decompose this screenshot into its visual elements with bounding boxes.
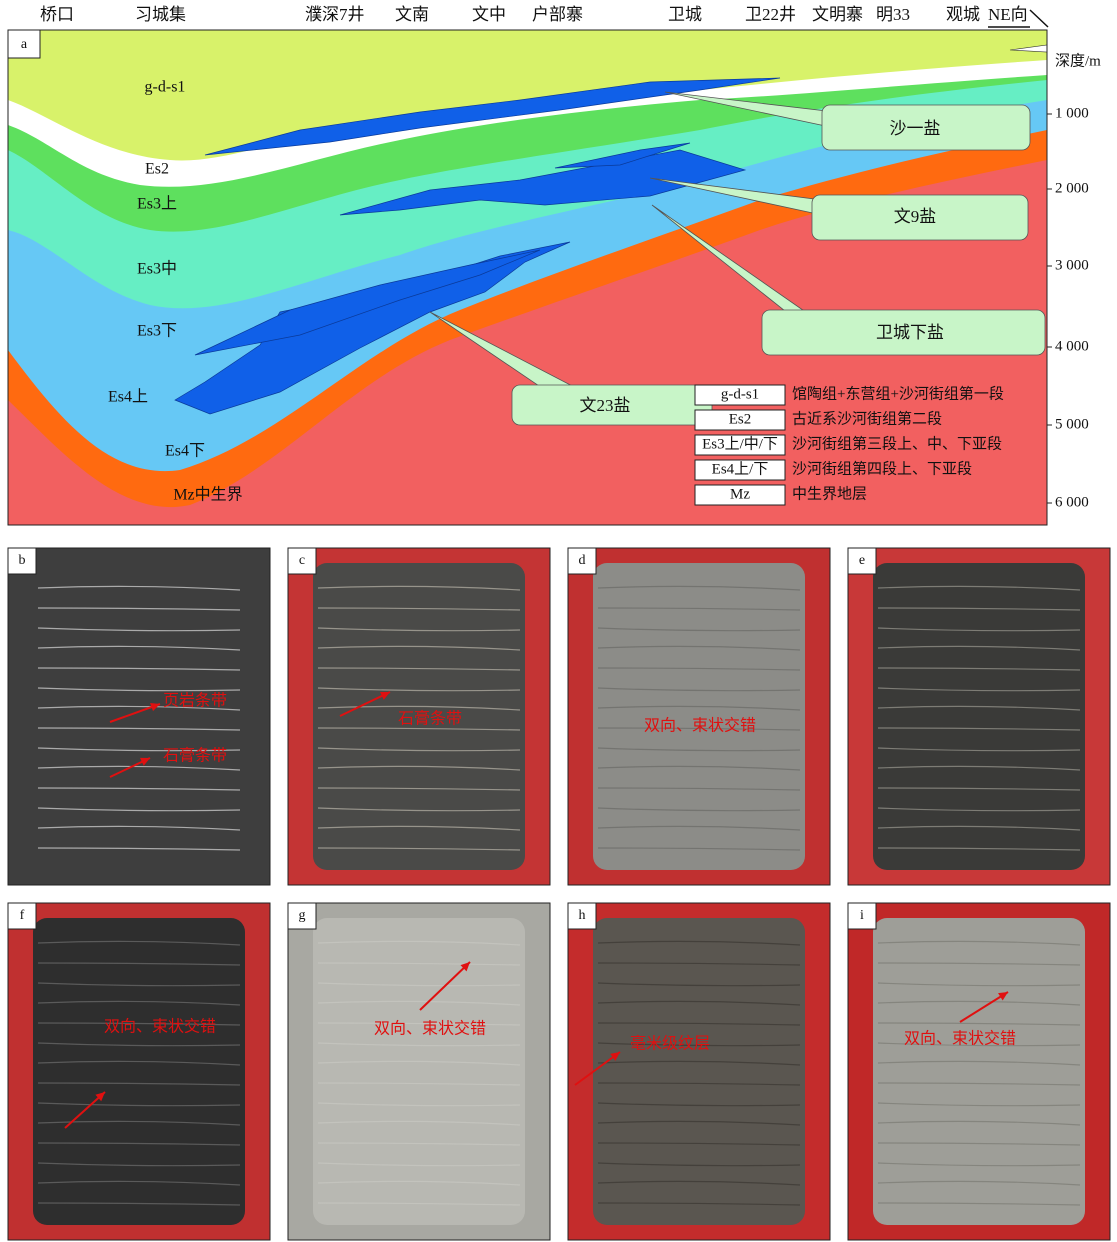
legend-code: Mz [730, 486, 750, 502]
legend-desc: 沙河街组第三段上、中、下亚段 [792, 434, 1002, 452]
legend-code: Es2 [729, 411, 752, 427]
axis-title: 深度/m [1055, 52, 1101, 69]
well-name: 文中 [472, 5, 506, 24]
well-name: 文南 [395, 5, 429, 24]
annotation: 双向、束状交错 [104, 1018, 216, 1036]
photo-label: h [579, 908, 586, 923]
tick-label: 3 000 [1055, 257, 1089, 273]
photo: f 双向、束状交错 [8, 903, 270, 1240]
photo-label: d [579, 553, 586, 568]
panel-label: a [21, 37, 28, 52]
photo-label: i [860, 908, 864, 923]
layer-label: Es3中 [137, 260, 177, 278]
direction: NE向 [988, 5, 1028, 24]
ticks: 1 000 2 000 3 000 4 000 5 000 6 000 [1047, 105, 1089, 510]
layer-label: Es2 [145, 161, 169, 178]
legend-desc: 古近系沙河街组第二段 [792, 409, 942, 427]
cross-section: a g-d-s1 Es2 Es3上 Es3中 Es3下 Es4上 Es4下 Mz… [8, 30, 1047, 525]
figure: 桥口 习城集 濮深7井 文南 文中 户部寨 卫城 卫22井 文明寨 明33 观城… [0, 0, 1117, 1242]
photo: g 双向、束状交错 [288, 903, 550, 1240]
legend-code: Es4上/下 [712, 460, 769, 477]
photos: b 页岩条带石膏条带 c 石膏条带 d 双向、束状交错 e f 双向、束状交错 g 双向、束状交错 h… [8, 548, 1110, 1240]
legend-desc: 馆陶组+东营组+沙河街组第一段 [792, 384, 1004, 402]
tick-label: 4 000 [1055, 338, 1089, 354]
callout-text: 沙一盐 [890, 119, 941, 138]
photo-label: e [859, 553, 865, 568]
legend-desc: 沙河街组第四段上、下亚段 [792, 459, 972, 477]
annotation: 石膏条带 [163, 746, 227, 765]
well-name: 习城集 [135, 5, 186, 24]
well-name: 濮深7井 [305, 5, 365, 24]
annotation: 双向、束状交错 [904, 1030, 1016, 1048]
layer-label: Mz中生界 [173, 486, 242, 504]
tick-label: 2 000 [1055, 180, 1089, 196]
well-name: 户部寨 [532, 5, 583, 24]
layer-label: Es4上 [108, 388, 148, 406]
photo: i 双向、束状交错 [848, 903, 1110, 1240]
layer-label: Es3下 [137, 323, 177, 340]
layer-label: Es3上 [137, 195, 177, 213]
tick-label: 6 000 [1055, 494, 1089, 510]
layer-label: g-d-s1 [145, 79, 186, 96]
well-name: 文明寨 [812, 5, 863, 24]
callout-text: 文9盐 [894, 207, 937, 226]
well-name: 卫22井 [745, 5, 796, 24]
well-name: 观城 [946, 5, 980, 24]
photo-background [8, 548, 270, 885]
photo-label: b [19, 553, 26, 568]
photo-label: g [299, 908, 306, 923]
layer-label: Es4下 [165, 443, 205, 460]
legend-desc: 中生界地层 [792, 485, 867, 502]
well-name: 桥口 [40, 5, 74, 24]
annotation: 石膏条带 [398, 709, 462, 728]
tick-label: 1 000 [1055, 105, 1089, 121]
photo: d 双向、束状交错 [568, 548, 830, 885]
photo: h 毫米级纹层 [568, 903, 830, 1240]
callout-text: 文23盐 [580, 396, 631, 415]
annotation: 双向、束状交错 [374, 1020, 486, 1038]
photo-label: f [20, 908, 25, 923]
well-name: 明33 [876, 5, 910, 24]
photo: e [848, 548, 1110, 885]
annotation: 毫米级纹层 [630, 1034, 710, 1053]
well-name: 卫城 [668, 5, 702, 24]
photo: c 石膏条带 [288, 548, 550, 885]
well-names: 桥口 习城集 濮深7井 文南 文中 户部寨 卫城 卫22井 文明寨 明33 观城… [40, 5, 1048, 27]
legend-code: Es3上/中/下 [702, 435, 778, 452]
photo-label: c [299, 553, 305, 568]
annotation: 双向、束状交错 [644, 717, 756, 735]
depth-axis: 深度/m 1 000 2 000 3 000 4 000 5 000 6 000 [1047, 30, 1101, 525]
annotation: 页岩条带 [163, 692, 227, 710]
tick-label: 5 000 [1055, 416, 1089, 432]
legend-code: g-d-s1 [721, 386, 759, 402]
callout-text: 卫城下盐 [876, 323, 944, 342]
